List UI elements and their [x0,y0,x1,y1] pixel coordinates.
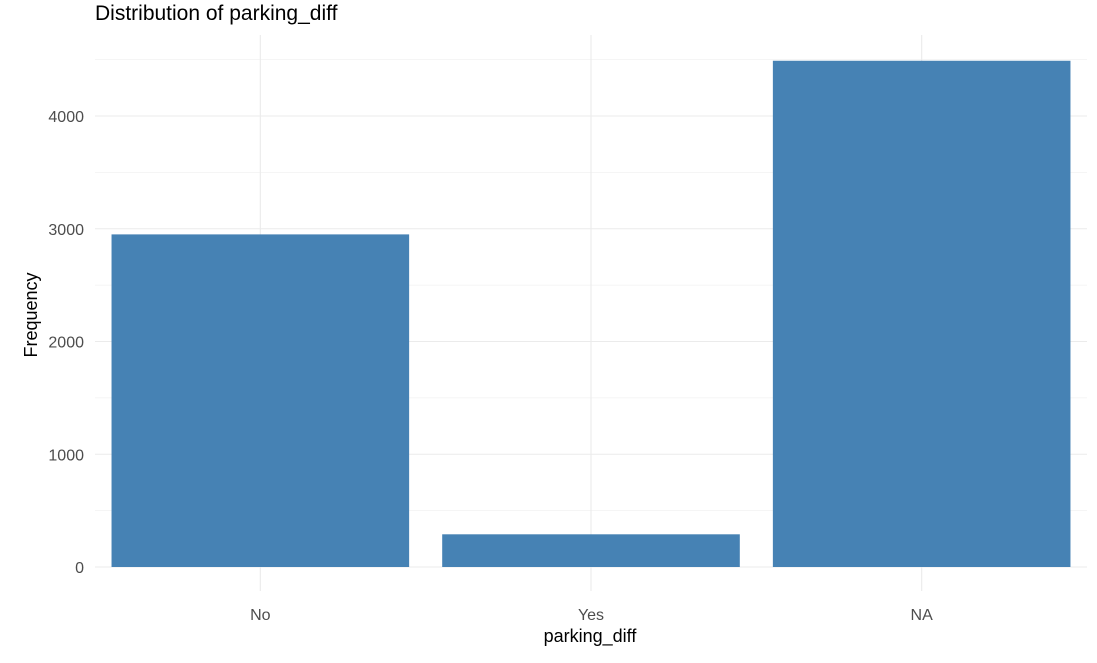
y-tick-label: 2000 [48,335,84,352]
y-axis-title: Frequency [21,272,41,357]
x-tick-label: Yes [578,607,604,624]
y-tick-label: 1000 [48,447,84,464]
bar-na [772,60,1071,567]
x-axis-title: parking_diff [544,626,638,647]
y-tick-label: 4000 [48,109,84,126]
chart-title: Distribution of parking_diff [95,2,338,25]
y-axis-ticks: 0 1000 2000 3000 4000 [48,109,84,577]
bars [111,60,1071,567]
bar-yes [442,534,740,567]
x-tick-label: No [250,607,271,624]
y-tick-label: 0 [75,560,84,577]
x-tick-label: NA [911,607,934,624]
x-axis-ticks: No Yes NA [250,607,933,624]
bar-no [111,234,410,567]
y-tick-label: 3000 [48,222,84,239]
